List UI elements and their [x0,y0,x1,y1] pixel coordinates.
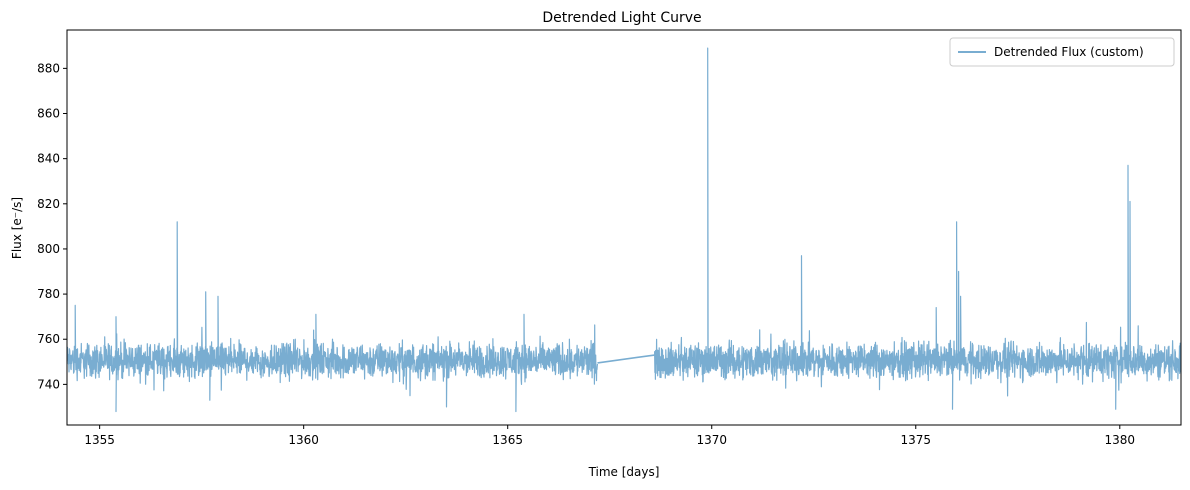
series-layer [67,47,1181,413]
x-tick-label: 1355 [84,433,115,447]
y-tick-label: 860 [37,107,60,121]
y-tick-label: 820 [37,197,60,211]
x-axis-ticks: 1355 1360 1365 1370 1375 1380 [84,425,1135,447]
y-tick-label: 740 [37,377,60,391]
y-tick-label: 880 [37,61,60,75]
plot-frame [66,29,1182,426]
x-tick-label: 1360 [288,433,319,447]
flux-series-segment-1 [67,221,599,413]
y-axis-label: Flux [e⁻/s] [10,197,24,259]
x-tick-label: 1370 [696,433,727,447]
chart-title: Detrended Light Curve [542,10,701,26]
legend-entry-detrended-flux: Detrended Flux (custom) [994,45,1144,59]
legend-box [949,37,1175,67]
flux-series-gap-bridge [597,354,655,364]
y-tick-label: 760 [37,332,60,346]
legend: Detrended Flux (custom) [949,37,1175,67]
y-tick-label: 840 [37,152,60,166]
flux-series-segment-2 [654,47,1181,410]
x-tick-label: 1380 [1105,433,1136,447]
x-axis-label: Time [days] [588,465,660,479]
x-tick-label: 1365 [492,433,523,447]
y-tick-label: 780 [37,287,60,301]
y-tick-label: 800 [37,242,60,256]
plot-area [66,29,1182,426]
x-tick-label: 1375 [900,433,931,447]
y-axis-ticks: 740 760 780 800 820 840 860 880 [37,61,67,391]
